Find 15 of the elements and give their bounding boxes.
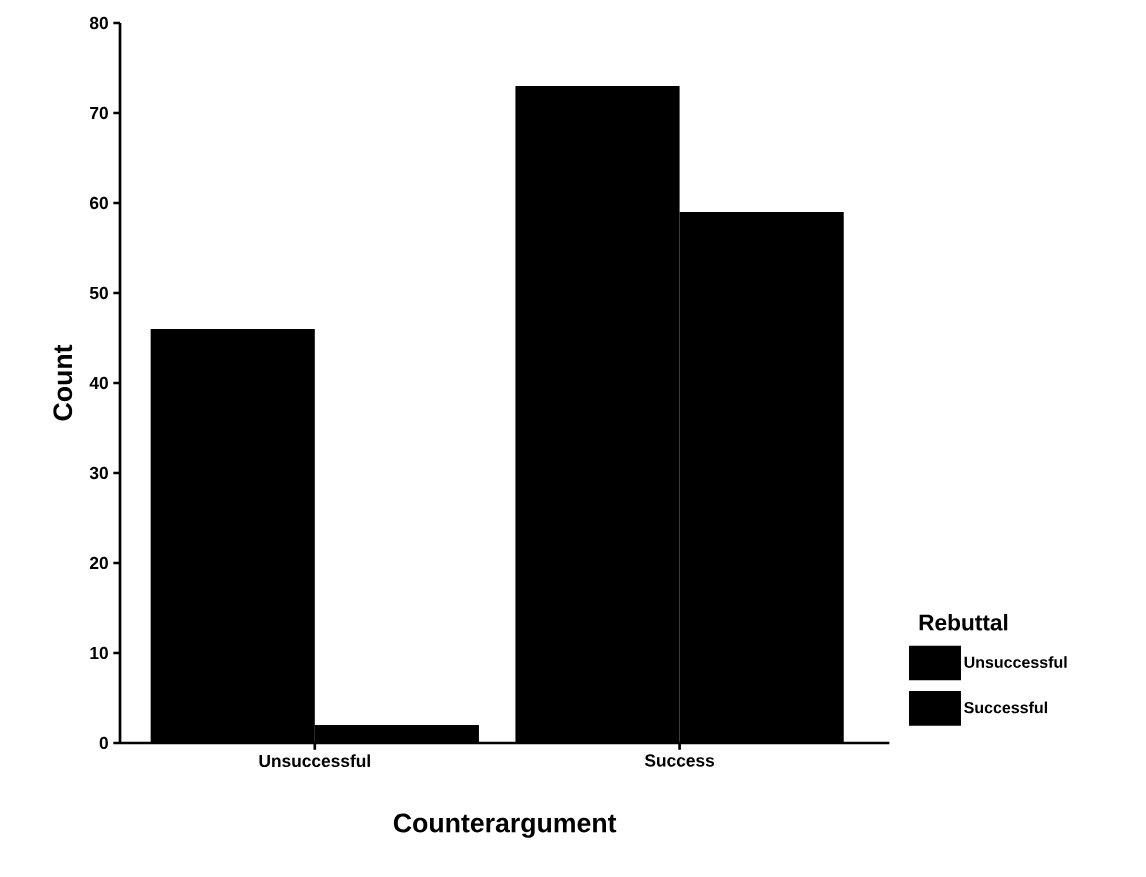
x-tick-label: Success bbox=[644, 754, 715, 767]
legend-title: Rebuttal bbox=[919, 613, 1008, 631]
y-tick-label: 80 bbox=[89, 16, 108, 30]
y-tick-label: 0 bbox=[99, 736, 108, 750]
y-tick-label: 30 bbox=[89, 466, 108, 480]
x-axis-title: Counterargument bbox=[393, 813, 617, 838]
y-tick-label: 20 bbox=[89, 556, 108, 570]
y-tick-label: 10 bbox=[90, 646, 108, 660]
y-tick-label: 50 bbox=[89, 286, 108, 300]
y-tick-label: 40 bbox=[89, 376, 108, 390]
legend-label: Successful bbox=[964, 701, 1047, 714]
legend-label: Unsuccessful bbox=[964, 656, 1067, 668]
y-tick-label: 70 bbox=[90, 106, 108, 120]
y-axis-title: Count bbox=[53, 344, 73, 421]
y-tick-label: 60 bbox=[89, 196, 108, 210]
